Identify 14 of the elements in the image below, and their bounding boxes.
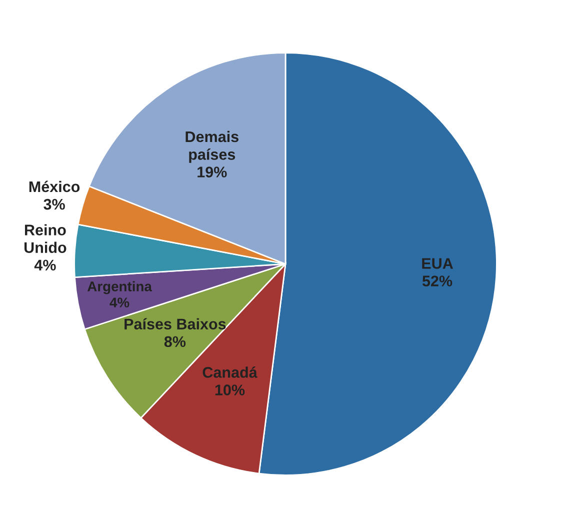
slice-label: Argentina	[87, 281, 152, 294]
slice-label: Países Baixos	[124, 318, 226, 330]
data-label: 10%	[215, 384, 245, 396]
data-label: 4%	[34, 260, 56, 271]
slice-label: México	[29, 180, 80, 192]
data-label: 8%	[164, 336, 186, 348]
slice-label: Canadá	[202, 366, 258, 378]
slice-label: Demais países	[186, 130, 238, 163]
slice-label: EUA	[422, 258, 453, 269]
data-label: 4%	[110, 298, 130, 308]
data-label: 3%	[44, 198, 65, 210]
data-label: 19%	[198, 166, 227, 178]
slice-label: Reino Unido	[24, 224, 66, 253]
data-label: 52%	[422, 276, 452, 286]
